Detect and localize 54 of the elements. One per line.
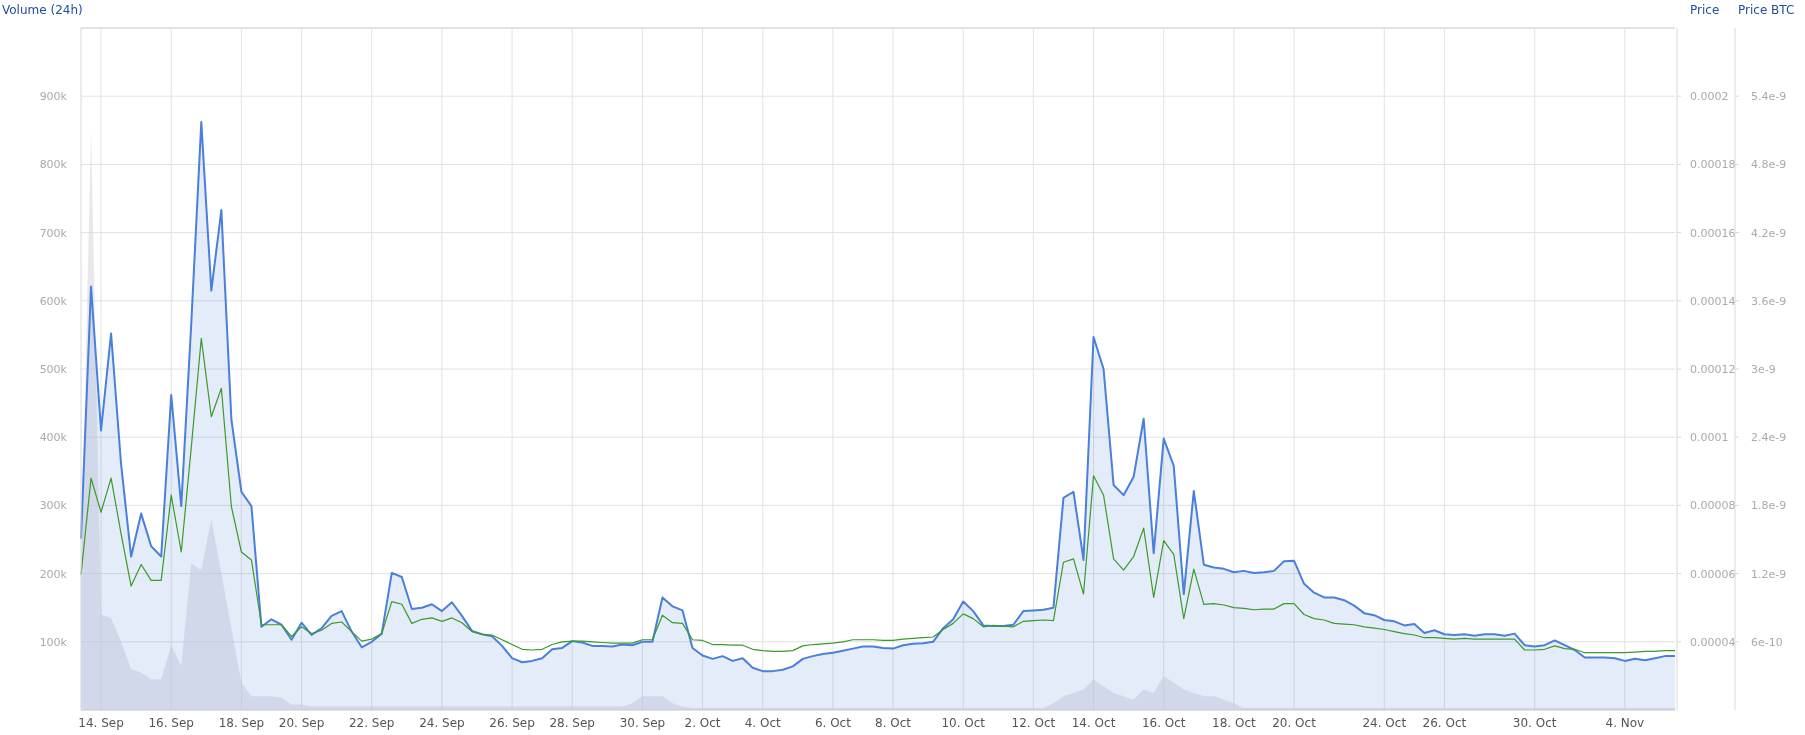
y2-tick-label: 0.0002 <box>1690 90 1729 104</box>
y3-tick-label: 5.4e-9 <box>1751 90 1787 104</box>
y2-tick-label: 0.00012 <box>1690 363 1736 376</box>
y-tick-label: 400k <box>39 431 68 445</box>
x-tick-label: 14. Sep <box>78 716 124 730</box>
x-tick-label: 6. Oct <box>814 716 852 730</box>
y-tick-label: 200k <box>39 567 68 581</box>
x-tick-label: 10. Oct <box>941 716 986 730</box>
x-tick-label: 20. Oct <box>1272 716 1317 730</box>
y3-axis-title: Price BTC <box>1738 3 1795 17</box>
x-tick-label: 18. Sep <box>218 716 265 730</box>
y3-tick-label: 4.2e-9 <box>1751 226 1787 240</box>
x-tick-label: 22. Sep <box>348 716 395 730</box>
x-tick-label: 18. Oct <box>1212 716 1257 730</box>
x-tick-label: 30. Sep <box>619 716 666 730</box>
y3-tick-label: 1.2e-9 <box>1751 567 1787 581</box>
y3-tick-label: 6e-10 <box>1751 635 1783 649</box>
x-tick-label: 2. Oct <box>684 716 721 730</box>
y3-tick-label: 3e-9 <box>1751 363 1776 376</box>
x-tick-label: 28. Sep <box>549 716 595 730</box>
y-tick-label: 900k <box>39 90 68 104</box>
y3-tick-label: 4.8e-9 <box>1751 158 1787 172</box>
y2-tick-label: 0.00016 <box>1690 226 1736 240</box>
x-tick-label: 4. Nov <box>1605 716 1645 730</box>
x-tick-label: 16. Sep <box>148 716 194 730</box>
x-tick-label: 20. Sep <box>278 716 325 730</box>
y-tick-label: 300k <box>39 499 68 513</box>
y2-tick-label: 0.00014 <box>1690 294 1736 308</box>
x-tick-label: 26. Sep <box>489 716 535 730</box>
y3-tick-label: 3.6e-9 <box>1751 294 1787 308</box>
y3-tick-label: 1.8e-9 <box>1751 499 1787 513</box>
y-tick-label: 600k <box>39 294 68 308</box>
x-tick-label: 16. Oct <box>1141 716 1186 730</box>
y-tick-label: 700k <box>39 226 68 240</box>
y-tick-label: 100k <box>39 635 68 649</box>
y3-tick-label: 2.4e-9 <box>1751 431 1787 445</box>
x-tick-label: 4. Oct <box>744 716 782 730</box>
x-tick-label: 24. Oct <box>1362 716 1407 730</box>
line-series <box>80 337 1676 654</box>
y2-tick-label: 0.00018 <box>1690 158 1736 172</box>
x-tick-label: 30. Oct <box>1512 716 1557 730</box>
y2-axis-title: Price <box>1690 3 1720 17</box>
y-tick-label: 500k <box>39 363 68 376</box>
y-axis-title: Volume (24h) <box>2 3 83 17</box>
x-tick-label: 26. Oct <box>1422 716 1467 730</box>
y2-tick-label: 0.00006 <box>1690 567 1736 581</box>
x-tick-label: 12. Oct <box>1011 716 1056 730</box>
y2-tick-label: 0.00008 <box>1690 499 1736 513</box>
y2-tick-label: 0.0001 <box>1690 431 1729 445</box>
x-tick-label: 24. Sep <box>419 716 465 730</box>
y-tick-label: 800k <box>39 158 68 172</box>
x-tick-label: 8. Oct <box>875 716 912 730</box>
x-tick-label: 14. Oct <box>1071 716 1116 730</box>
y2-tick-label: 0.00004 <box>1690 635 1736 649</box>
